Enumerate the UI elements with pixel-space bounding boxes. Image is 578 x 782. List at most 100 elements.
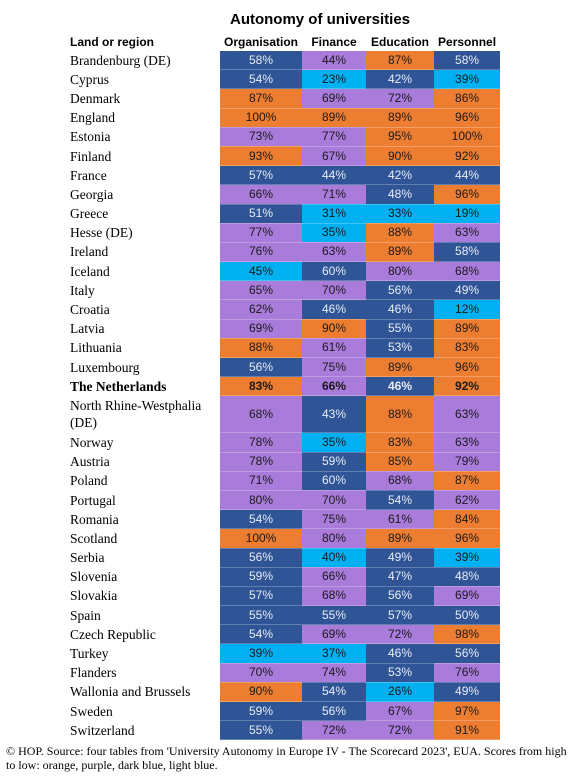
score-cell: 80% bbox=[220, 490, 303, 511]
score-cell: 46% bbox=[366, 643, 435, 664]
score-cell: 83% bbox=[434, 338, 501, 359]
table-row: England 100% 89% 89% 96% bbox=[66, 108, 501, 128]
score-cell: 55% bbox=[220, 605, 303, 626]
row-label: Czech Republic bbox=[66, 624, 220, 645]
score-cell: 66% bbox=[302, 567, 367, 587]
score-cell: 68% bbox=[302, 586, 367, 607]
row-label: Denmark bbox=[66, 88, 220, 109]
score-cell: 78% bbox=[220, 452, 303, 472]
score-cell: 75% bbox=[302, 509, 367, 530]
score-cell: 56% bbox=[366, 280, 435, 301]
score-cell: 58% bbox=[434, 242, 501, 263]
score-cell: 31% bbox=[302, 204, 367, 224]
score-cell: 23% bbox=[302, 69, 367, 90]
score-cell: 95% bbox=[366, 127, 435, 147]
row-label: Austria bbox=[66, 452, 220, 472]
score-cell: 69% bbox=[302, 624, 367, 645]
table-row: Ireland 76% 63% 89% 58% bbox=[66, 242, 501, 263]
score-cell: 70% bbox=[220, 663, 303, 683]
score-cell: 89% bbox=[366, 528, 435, 549]
score-cell: 53% bbox=[366, 338, 435, 359]
row-label: Spain bbox=[66, 605, 220, 626]
score-cell: 96% bbox=[434, 108, 501, 128]
score-cell: 54% bbox=[220, 69, 303, 90]
score-cell: 48% bbox=[366, 184, 435, 205]
score-cell: 66% bbox=[220, 184, 303, 205]
table-row: Cyprus 54% 23% 42% 39% bbox=[66, 69, 501, 90]
table-row: Georgia 66% 71% 48% 96% bbox=[66, 184, 501, 205]
footnote: © HOP. Source: four tables from 'Univers… bbox=[6, 744, 567, 772]
score-cell: 47% bbox=[366, 567, 435, 587]
score-cell: 54% bbox=[366, 490, 435, 511]
score-cell: 100% bbox=[220, 108, 303, 128]
table-body: Brandenburg (DE) 58% 44% 87% 58% Cyprus 54% 23%… bbox=[66, 51, 501, 741]
score-cell: 98% bbox=[434, 624, 501, 645]
score-cell: 100% bbox=[434, 127, 501, 147]
score-cell: 96% bbox=[434, 528, 501, 549]
score-cell: 69% bbox=[434, 586, 501, 607]
score-cell: 57% bbox=[220, 586, 303, 607]
table-row: France 57% 44% 42% 44% bbox=[66, 165, 501, 186]
score-cell: 39% bbox=[434, 69, 501, 90]
score-cell: 44% bbox=[302, 51, 367, 71]
score-cell: 42% bbox=[366, 165, 435, 186]
row-label: Cyprus bbox=[66, 69, 220, 90]
score-cell: 56% bbox=[302, 701, 367, 722]
score-cell: 56% bbox=[220, 357, 303, 378]
score-cell: 88% bbox=[366, 223, 435, 243]
table-row: Serbia 56% 40% 49% 39% bbox=[66, 548, 501, 568]
score-cell: 67% bbox=[366, 701, 435, 722]
table-row: Scotland 100% 80% 89% 96% bbox=[66, 528, 501, 549]
table-row: Turkey 39% 37% 46% 56% bbox=[66, 643, 501, 664]
score-cell: 57% bbox=[220, 165, 303, 186]
row-label: Slovenia bbox=[66, 567, 220, 587]
row-label: England bbox=[66, 108, 220, 128]
table-row: North Rhine-Westphalia (DE) 68% 43% 88% 63% bbox=[66, 395, 501, 434]
score-cell: 12% bbox=[434, 299, 501, 320]
row-label: Lithuania bbox=[66, 338, 220, 359]
score-cell: 58% bbox=[220, 51, 303, 71]
row-label: Switzerland bbox=[66, 720, 220, 741]
score-cell: 37% bbox=[302, 643, 367, 664]
score-cell: 63% bbox=[302, 242, 367, 263]
table-row: Italy 65% 70% 56% 49% bbox=[66, 280, 501, 301]
score-cell: 75% bbox=[302, 357, 367, 378]
score-cell: 44% bbox=[302, 165, 367, 186]
score-cell: 39% bbox=[434, 548, 501, 568]
table-row: Slovenia 59% 66% 47% 48% bbox=[66, 567, 501, 587]
row-label: Latvia bbox=[66, 319, 220, 339]
score-cell: 91% bbox=[434, 720, 501, 741]
score-cell: 35% bbox=[302, 432, 367, 453]
table-row: Spain 55% 55% 57% 50% bbox=[66, 605, 501, 626]
score-cell: 54% bbox=[220, 509, 303, 530]
score-cell: 100% bbox=[220, 528, 303, 549]
score-cell: 69% bbox=[220, 319, 303, 339]
score-cell: 97% bbox=[434, 701, 501, 722]
score-cell: 92% bbox=[434, 146, 501, 167]
table-row: Romania 54% 75% 61% 84% bbox=[66, 509, 501, 530]
column-header: Education bbox=[371, 35, 430, 49]
score-cell: 49% bbox=[434, 280, 501, 301]
score-cell: 51% bbox=[220, 204, 303, 224]
table-row: Wallonia and Brussels 90% 54% 26% 49% bbox=[66, 682, 501, 703]
score-cell: 49% bbox=[434, 682, 501, 703]
score-cell: 39% bbox=[220, 643, 303, 664]
score-cell: 68% bbox=[434, 261, 501, 282]
table-row: Czech Republic 54% 69% 72% 98% bbox=[66, 624, 501, 645]
row-label: Iceland bbox=[66, 261, 220, 282]
score-cell: 76% bbox=[220, 242, 303, 263]
score-cell: 77% bbox=[220, 223, 303, 243]
score-cell: 96% bbox=[434, 184, 501, 205]
score-cell: 84% bbox=[434, 509, 501, 530]
score-cell: 70% bbox=[302, 280, 367, 301]
score-cell: 54% bbox=[302, 682, 367, 703]
score-cell: 19% bbox=[434, 204, 501, 224]
score-cell: 72% bbox=[366, 88, 435, 109]
score-cell: 83% bbox=[220, 376, 303, 397]
score-cell: 68% bbox=[366, 471, 435, 491]
row-label: Portugal bbox=[66, 490, 220, 511]
score-cell: 90% bbox=[302, 319, 367, 339]
score-cell: 76% bbox=[434, 663, 501, 683]
score-cell: 63% bbox=[434, 223, 501, 243]
